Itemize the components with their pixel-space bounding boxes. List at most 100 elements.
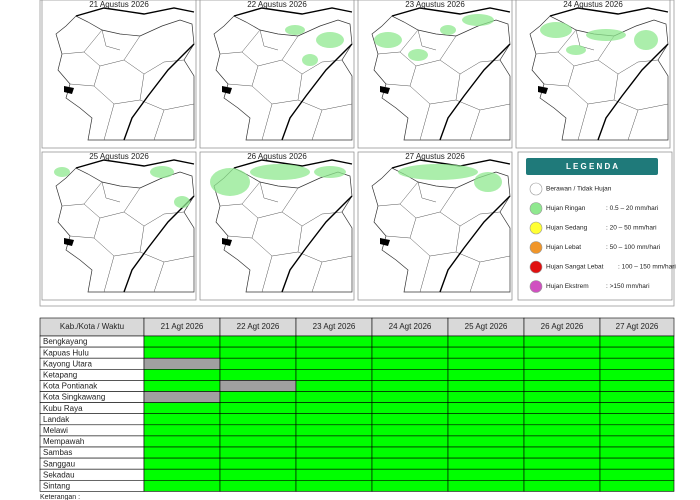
row-name: Sanggau — [43, 459, 75, 468]
status-cell — [143, 402, 221, 415]
row-name: Sekadau — [43, 470, 75, 479]
status-cell — [295, 335, 373, 348]
status-cell — [295, 457, 373, 470]
status-cell — [523, 446, 601, 459]
status-cell — [523, 357, 601, 370]
status-cell — [219, 435, 297, 448]
status-cell — [523, 402, 601, 415]
legend-label: Hujan Lebat — [546, 244, 581, 251]
status-cell — [599, 402, 675, 415]
status-cell — [447, 335, 525, 348]
rain-area — [54, 167, 70, 177]
rain-area — [210, 168, 250, 196]
legend-range: : 50 – 100 mm/hari — [606, 244, 660, 251]
status-cell — [447, 479, 525, 492]
status-cell — [599, 357, 675, 370]
rain-area — [314, 166, 346, 178]
status-cell — [523, 368, 601, 381]
legend-label: Berawan / Tidak Hujan — [546, 186, 612, 193]
status-cell — [447, 380, 525, 392]
rain-area — [408, 49, 428, 61]
status-cell — [371, 335, 449, 348]
status-cell — [447, 468, 525, 481]
status-cell — [143, 368, 221, 381]
status-cell — [143, 457, 221, 470]
status-cell — [523, 380, 601, 392]
legend-label: Hujan Sedang — [546, 225, 588, 232]
status-cell — [599, 435, 675, 448]
status-cell — [219, 380, 297, 392]
legend-range: : 100 – 150 mm/hari — [618, 264, 676, 271]
status-cell — [599, 468, 675, 481]
header-label: 24 Agt 2026 — [389, 322, 432, 331]
legend-frame — [517, 151, 673, 301]
status-cell — [371, 380, 449, 392]
status-cell — [371, 368, 449, 381]
status-cell — [599, 335, 675, 348]
status-cell — [447, 402, 525, 415]
row-name: Landak — [43, 415, 70, 424]
status-cell — [447, 368, 525, 381]
rain-area — [462, 14, 494, 26]
legend-label: Hujan Sangat Lebat — [546, 264, 604, 271]
row-name: Melawi — [43, 426, 68, 435]
panel-title: 22 Agustus 2026 — [247, 0, 307, 9]
rain-area — [566, 45, 586, 55]
status-cell — [447, 391, 525, 403]
row-name: Kayong Utara — [43, 359, 92, 368]
status-cell — [371, 457, 449, 470]
status-cell — [295, 468, 373, 481]
status-cell — [371, 424, 449, 437]
maps-frame — [39, 0, 675, 307]
header-label: Kab./Kota / Waktu — [60, 322, 124, 331]
status-cell — [371, 479, 449, 492]
row-name: Sintang — [43, 481, 70, 490]
panel-title: 24 Agustus 2026 — [563, 0, 623, 9]
status-cell — [523, 335, 601, 348]
panel-title: 21 Agustus 2026 — [89, 0, 149, 9]
status-cell — [599, 346, 675, 359]
status-cell — [523, 435, 601, 448]
status-cell — [599, 380, 675, 392]
status-cell — [523, 346, 601, 359]
status-cell — [523, 413, 601, 426]
status-cell — [447, 357, 525, 370]
status-cell — [143, 435, 221, 448]
legend-range: : 20 – 50 mm/hari — [606, 225, 657, 232]
status-cell — [371, 391, 449, 403]
legend-swatch — [529, 221, 543, 235]
map-panel: 27 Agustus 2026 — [357, 151, 513, 301]
status-cell — [295, 435, 373, 448]
header-label: 22 Agt 2026 — [237, 322, 280, 331]
status-cell — [295, 346, 373, 359]
status-cell — [447, 435, 525, 448]
footer-note: Keterangan : — [40, 494, 80, 500]
panel-title: 27 Agustus 2026 — [405, 152, 465, 161]
rain-area — [302, 54, 318, 66]
legend-range: : 0.5 – 20 mm/hari — [606, 205, 658, 212]
status-cell — [219, 479, 297, 492]
status-cell — [295, 357, 373, 370]
status-cell — [295, 402, 373, 415]
legend-label: Hujan Ekstrem — [546, 283, 589, 290]
status-cell — [295, 413, 373, 426]
rain-area — [285, 25, 305, 35]
header-label: 21 Agt 2026 — [161, 322, 204, 331]
map-panel: 26 Agustus 2026 — [199, 151, 355, 301]
header-label: 25 Agt 2026 — [465, 322, 508, 331]
status-cell — [371, 468, 449, 481]
legend-swatch — [529, 202, 543, 215]
status-cell — [523, 424, 601, 437]
rain-area — [440, 25, 456, 35]
status-cell — [371, 446, 449, 459]
status-cell — [295, 424, 373, 437]
rain-area — [316, 32, 344, 48]
status-cell — [143, 357, 221, 370]
status-cell — [371, 413, 449, 426]
status-cell — [143, 346, 221, 359]
row-name: Sambas — [43, 448, 72, 457]
rain-area — [398, 164, 478, 180]
status-cell — [447, 346, 525, 359]
map-panel: 22 Agustus 2026 — [199, 0, 355, 149]
